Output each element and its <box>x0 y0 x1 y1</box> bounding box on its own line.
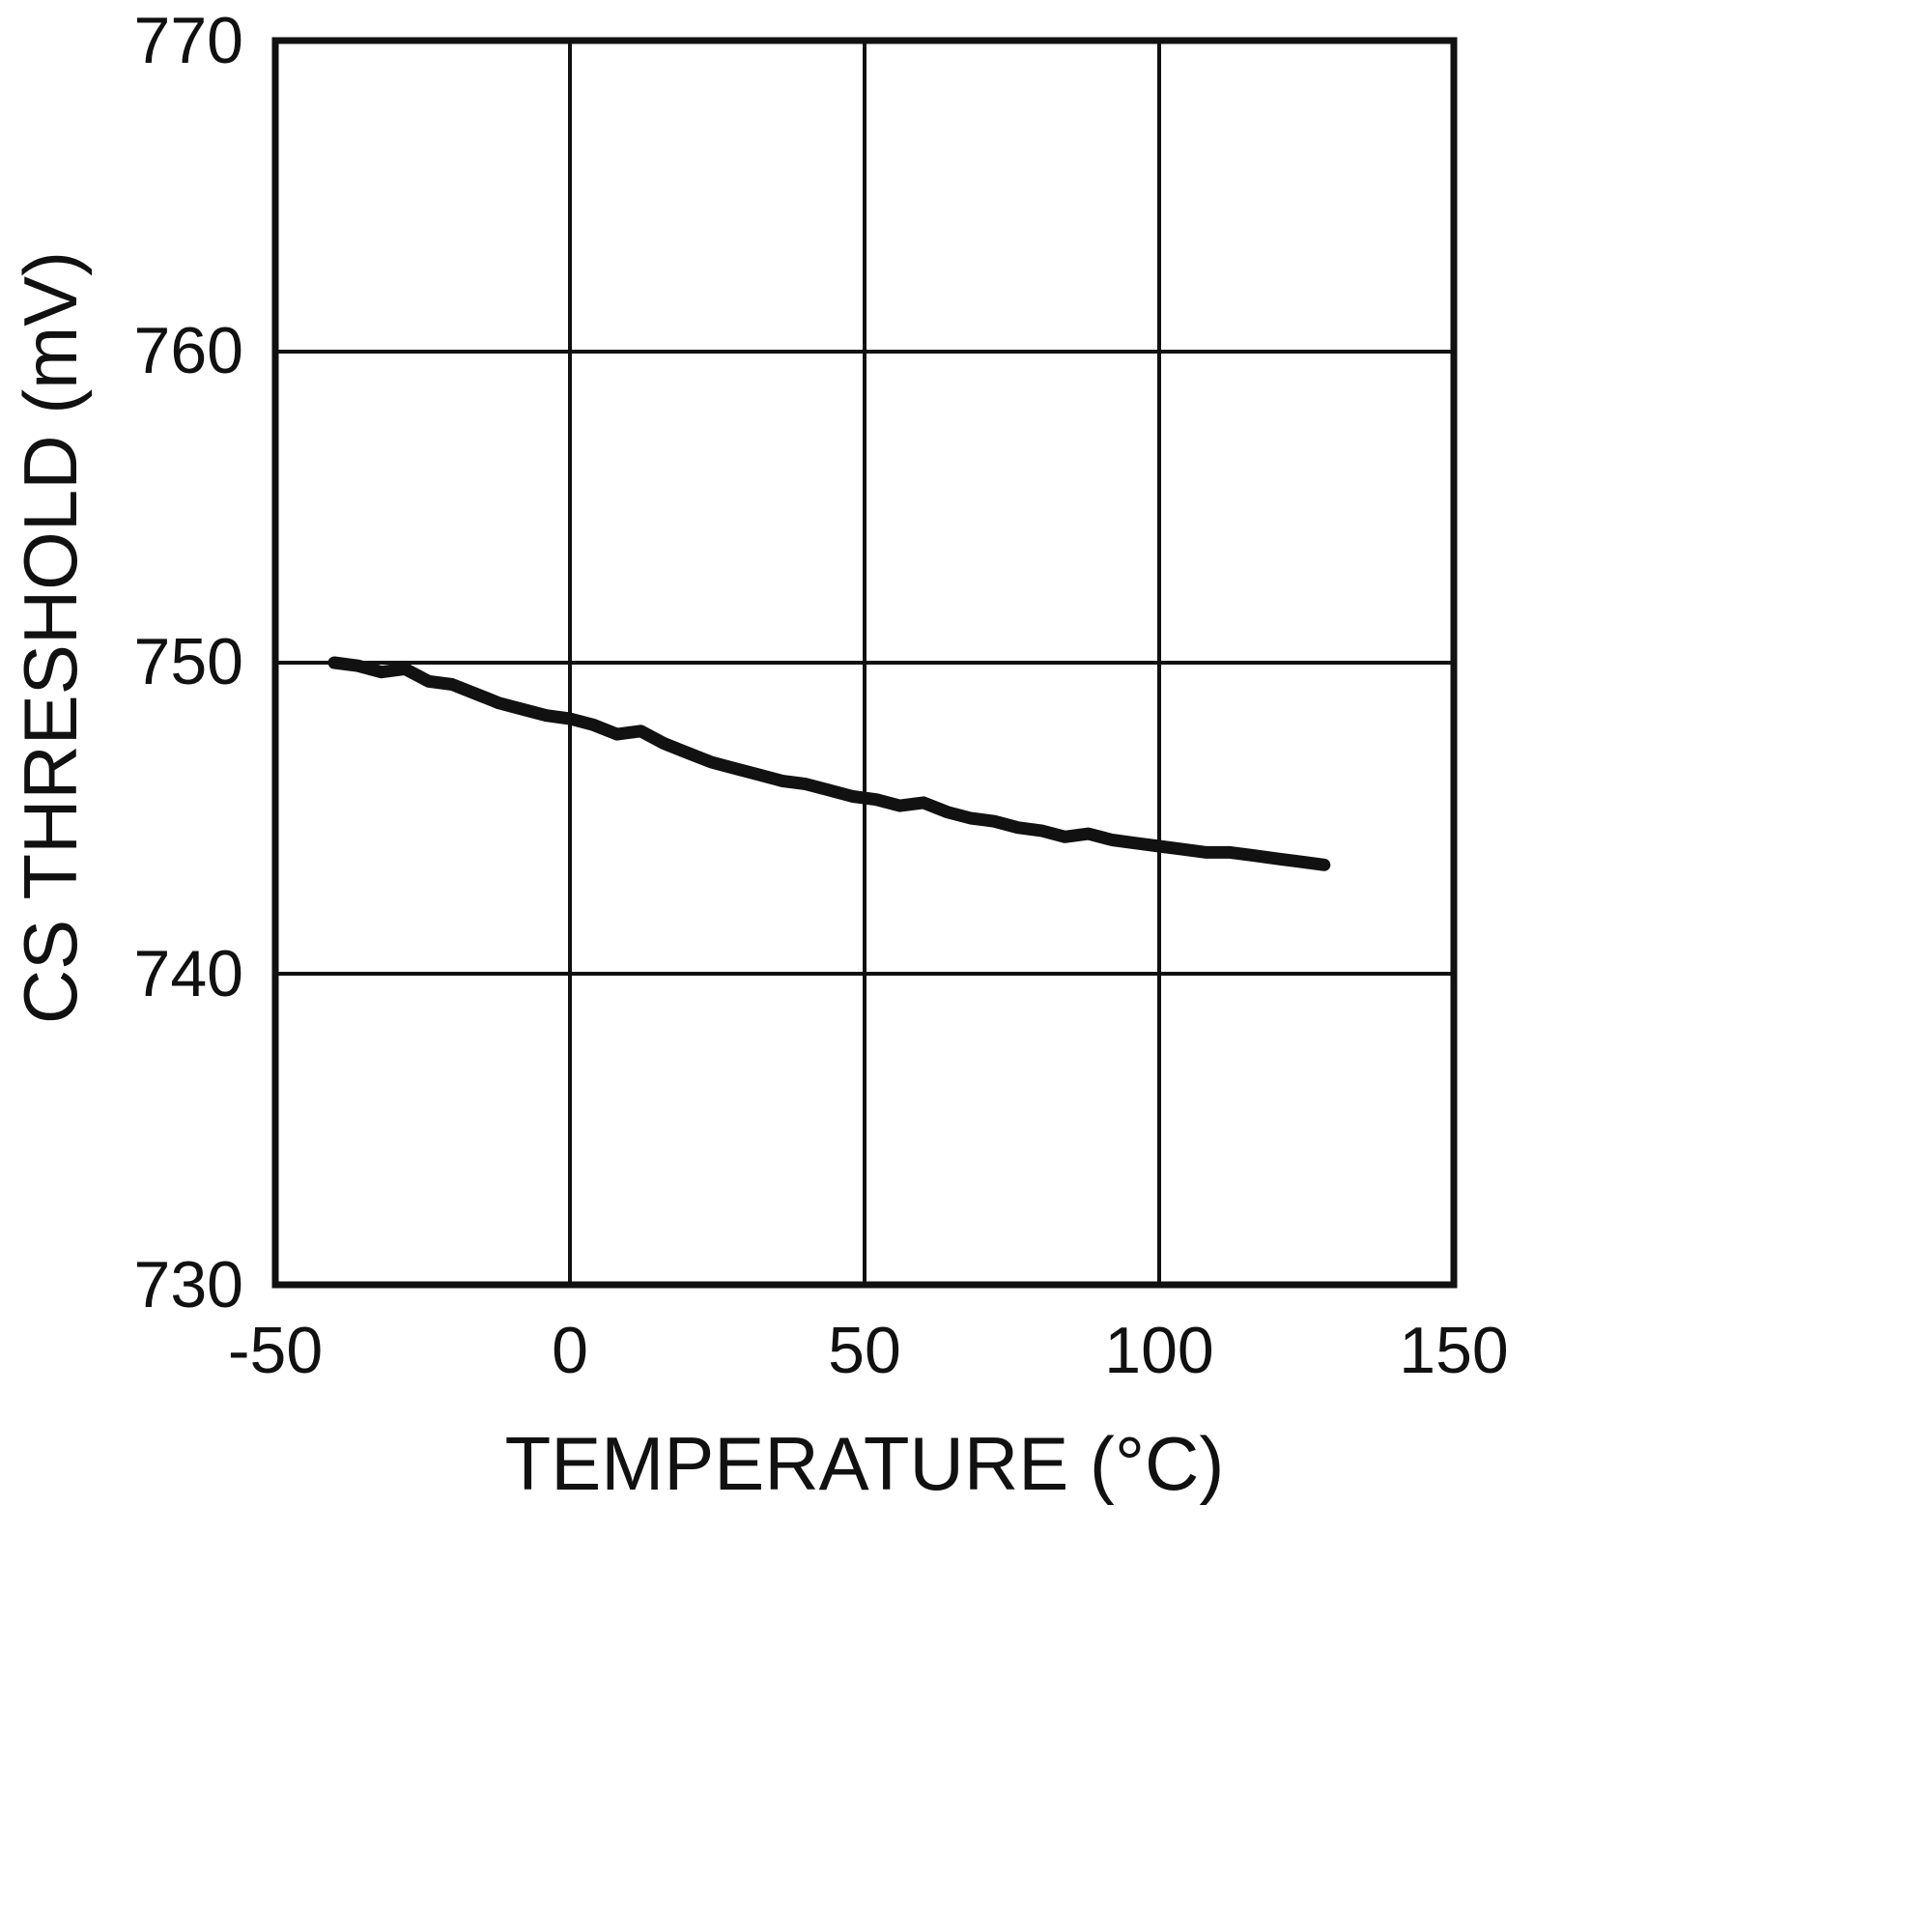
y-tick-label-750: 750 <box>133 625 243 698</box>
y-tick-label-740: 740 <box>133 937 243 1010</box>
x-tick-label-100: 100 <box>1104 1314 1214 1387</box>
y-tick-label-760: 760 <box>133 314 243 387</box>
x-tick-label-50: 50 <box>828 1314 901 1387</box>
y-axis-label: CS THRESHOLD (mV) <box>8 250 93 1025</box>
x-axis-label: TEMPERATURE (°C) <box>504 1421 1225 1506</box>
x-tick-label-150: 150 <box>1399 1314 1509 1387</box>
plot-border <box>271 37 1458 1289</box>
y-tick-label-730: 730 <box>133 1248 243 1321</box>
x-tick-label-0: 0 <box>552 1314 588 1387</box>
x-tick-label-neg50: -50 <box>227 1314 324 1387</box>
series-line <box>327 656 1331 871</box>
y-tick-label-770: 770 <box>133 4 243 77</box>
